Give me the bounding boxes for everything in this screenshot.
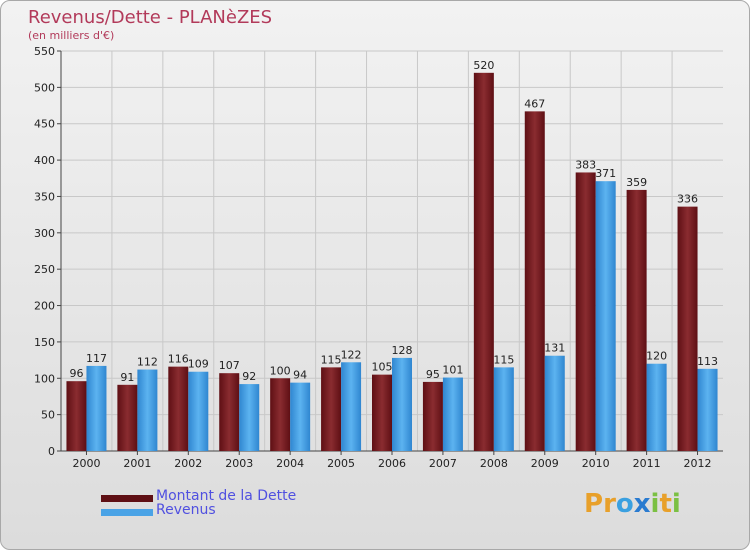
legend-swatch-revenus (101, 509, 153, 516)
data-label-debt: 115 (321, 353, 342, 366)
x-tick-label: 2005 (327, 457, 355, 470)
data-label-revenus: 128 (392, 344, 413, 357)
x-tick-label: 2001 (123, 457, 151, 470)
legend-label-revenus: Revenus (156, 502, 216, 518)
data-label-revenus: 109 (188, 358, 209, 371)
x-tick-label: 2004 (276, 457, 304, 470)
data-label-revenus: 94 (293, 369, 307, 382)
bar-revenus (392, 357, 412, 451)
x-tick-label: 2008 (480, 457, 508, 470)
data-label-debt: 336 (677, 193, 698, 206)
proxiti-logo: Proxiti (584, 489, 681, 519)
data-label-revenus: 113 (697, 355, 718, 368)
x-tick-label: 2000 (72, 457, 100, 470)
data-label-revenus: 371 (595, 167, 616, 180)
y-tick-label: 150 (34, 336, 55, 349)
data-label-revenus: 120 (646, 350, 667, 363)
bar-debt (422, 381, 443, 451)
x-tick-label: 2006 (378, 457, 406, 470)
legend-swatch-debt (101, 495, 153, 502)
x-tick-label: 2007 (429, 457, 457, 470)
axes: 0 50 100 150 200 250 300 350 400 450 500 550 2000 200… (34, 45, 723, 470)
y-tick-label: 300 (34, 227, 55, 240)
data-label-debt: 359 (626, 176, 647, 189)
logo-letter: t (659, 489, 672, 519)
y-tick-label: 550 (34, 45, 55, 58)
bar-debt (270, 378, 291, 451)
data-label-debt: 116 (168, 353, 189, 366)
data-label-revenus: 115 (493, 353, 514, 366)
data-label-revenus: 101 (442, 364, 463, 377)
y-tick-label: 200 (34, 300, 55, 313)
data-label-debt: 95 (426, 368, 440, 381)
x-tick-label: 2011 (633, 457, 661, 470)
bars (66, 72, 718, 452)
data-label-revenus: 92 (242, 370, 256, 383)
x-tick-label: 2009 (531, 457, 559, 470)
bar-debt (168, 366, 189, 451)
bar-revenus (442, 377, 463, 451)
legend-label-debt: Montant de la Dette (156, 488, 297, 504)
bar-debt (66, 381, 87, 451)
data-label-revenus: 117 (86, 352, 107, 365)
data-label-revenus: 131 (544, 342, 565, 355)
y-tick-label: 350 (34, 190, 55, 203)
chart-title: Revenus/Dette - PLANèZES (28, 7, 273, 28)
logo-letter: x (633, 489, 651, 519)
data-label-debt: 91 (120, 371, 134, 384)
bar-debt (626, 189, 647, 451)
bar-debt (677, 206, 698, 451)
x-tick-label: 2010 (582, 457, 610, 470)
logo-letter: r (603, 489, 616, 519)
logo-letter: i (650, 489, 660, 519)
bar-debt (524, 111, 545, 451)
bar-debt (219, 373, 240, 451)
logo-letter: i (671, 489, 681, 519)
chart-subtitle: (en milliers d'€) (28, 29, 115, 42)
x-tick-label: 2012 (684, 457, 712, 470)
bar-revenus (544, 355, 565, 451)
x-tick-label: 2002 (174, 457, 202, 470)
bar-debt (321, 367, 342, 451)
bar-revenus (137, 369, 158, 451)
y-tick-label: 450 (34, 118, 55, 131)
y-tick-label: 0 (48, 445, 55, 458)
data-label-revenus: 112 (137, 356, 158, 369)
y-tick-label: 500 (34, 81, 55, 94)
bar-revenus (86, 365, 107, 451)
bar-revenus (239, 384, 260, 451)
bar-debt (372, 374, 392, 451)
y-tick-label: 100 (34, 372, 55, 385)
y-tick-label: 50 (41, 409, 55, 422)
x-tick-label: 2003 (225, 457, 253, 470)
bar-revenus (646, 363, 667, 451)
data-label-debt: 467 (524, 97, 545, 110)
data-label-revenus: 122 (341, 348, 362, 361)
data-label-debt: 383 (575, 158, 596, 171)
logo-letter: P (584, 489, 604, 519)
bar-debt (117, 384, 138, 451)
bar-revenus (188, 371, 209, 451)
data-label-debt: 96 (69, 367, 83, 380)
data-label-debt: 520 (473, 59, 494, 72)
data-label-debt: 105 (372, 361, 393, 374)
bar-debt (473, 72, 494, 452)
bar-revenus (595, 181, 616, 451)
data-label-debt: 100 (270, 364, 291, 377)
bar-debt (575, 172, 596, 452)
bar-revenus (493, 367, 514, 451)
y-tick-label: 250 (34, 263, 55, 276)
bar-revenus (290, 382, 311, 451)
data-label-debt: 107 (219, 359, 240, 372)
logo-letter: o (615, 489, 634, 519)
y-tick-label: 400 (34, 154, 55, 167)
bar-revenus (697, 368, 718, 451)
bar-revenus (341, 362, 362, 451)
